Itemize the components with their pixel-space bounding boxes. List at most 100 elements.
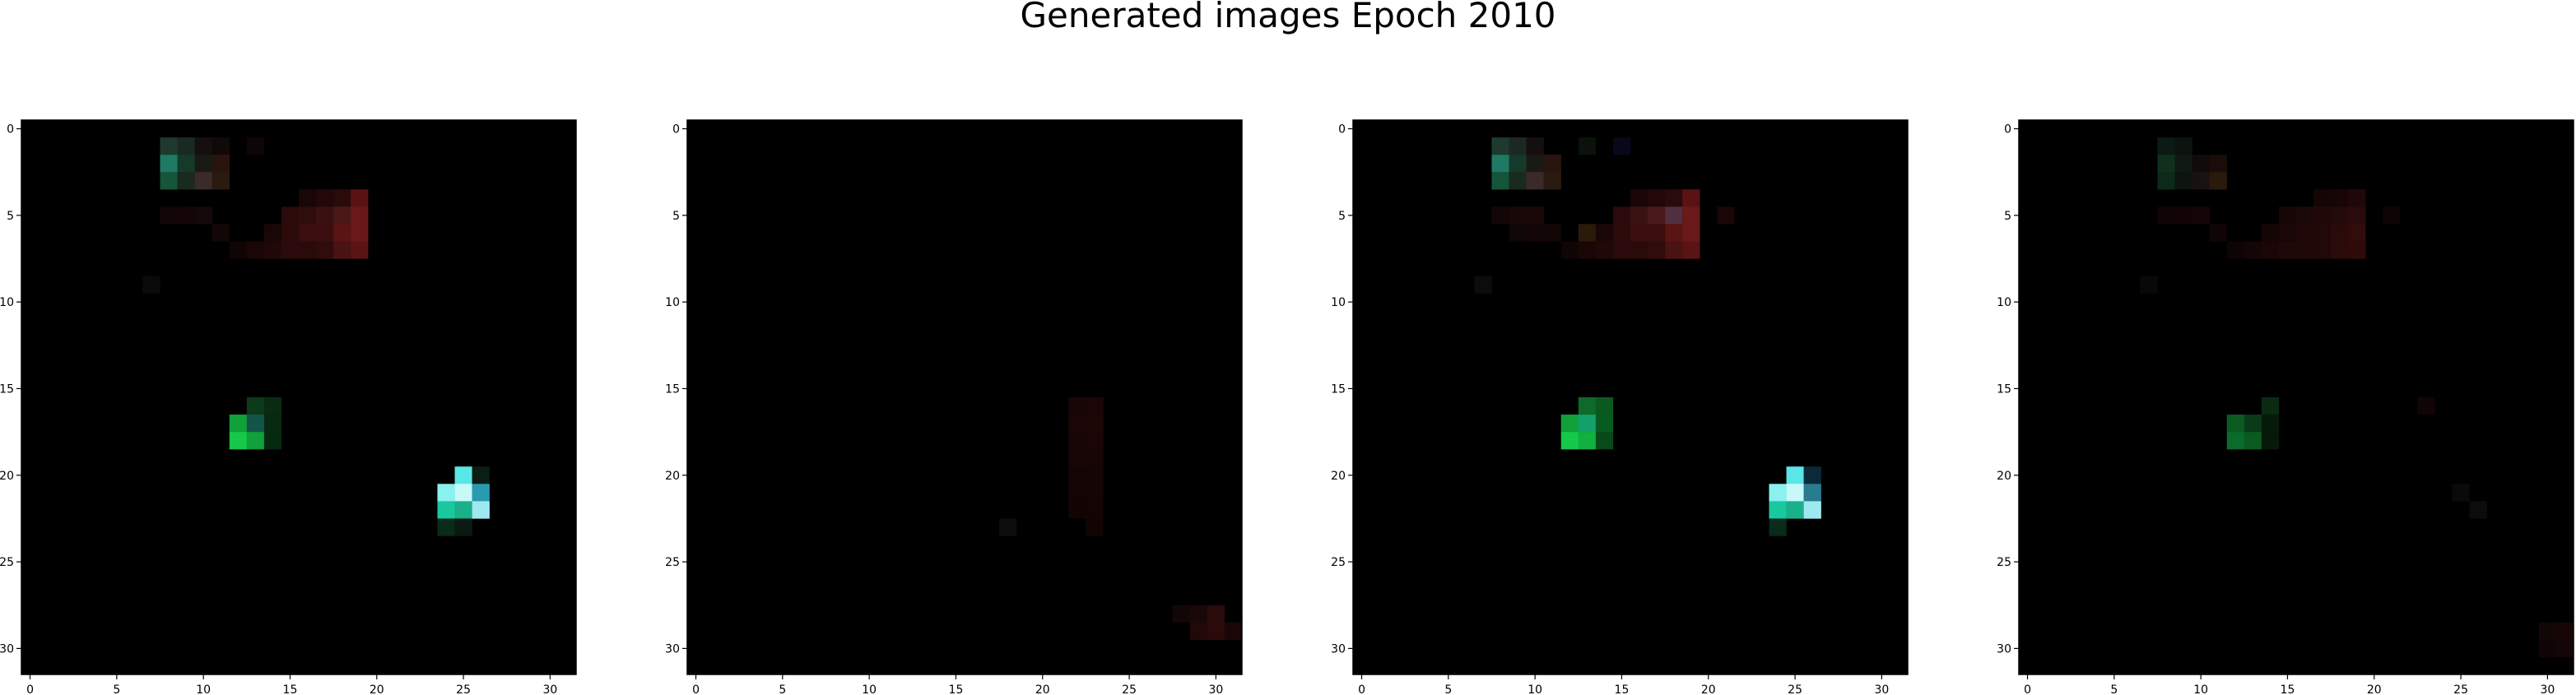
image-pixel [1068,415,1086,432]
image-pixel [455,484,472,501]
image-pixel [1527,224,1544,241]
image-pixel [2227,415,2244,432]
image-pixel [1492,155,1509,172]
image-pixel [1787,501,1804,518]
image-pixel [1596,432,1613,449]
x-tick-label: 5 [113,683,120,695]
image-pixel [142,276,160,294]
image-pixel [247,241,264,258]
image-pixel [1682,241,1700,258]
image-pixel [1561,415,1579,432]
image-pixel [264,415,281,432]
image-pixel [2158,172,2175,189]
image-pixel [2313,189,2331,206]
image-pixel [2192,155,2210,172]
image-pixel [1086,397,1103,415]
image-pixel [438,484,455,501]
image-pixel [2262,432,2279,449]
image-pixel [2175,155,2192,172]
image-pixel [1579,137,1596,155]
image-pixel [1579,415,1596,432]
image-pixel [472,466,490,484]
panel-4: 0 5 10 15 20 25 30 0 5 10 15 20 25 30 [1997,120,2574,695]
panel-background [687,120,1242,674]
image-pixel [333,189,351,206]
image-pixel [2296,224,2313,241]
y-tick-label: 15 [0,382,14,396]
image-pixel [1630,224,1648,241]
image-pixel [1769,501,1787,518]
image-pixel [472,501,490,518]
image-pixel [1630,206,1648,224]
x-tick-label: 10 [1527,683,1542,695]
image-pixel [2175,172,2192,189]
y-tick-label: 20 [1997,470,2011,483]
y-tick-label: 25 [665,556,680,569]
image-pixel [2348,224,2365,241]
image-pixel [160,172,178,189]
image-pixel [160,155,178,172]
image-pixel [2262,241,2279,258]
y-tick-label: 30 [665,642,680,656]
image-pixel [2331,206,2348,224]
image-pixel [1613,137,1630,155]
image-pixel [2210,155,2227,172]
image-pixel [230,415,247,432]
image-pixel [333,206,351,224]
y-tick-label: 30 [1997,642,2011,656]
image-pixel [1630,241,1648,258]
image-pixel [1665,189,1682,206]
y-tick-label: 5 [672,210,680,223]
image-pixel [2470,501,2487,518]
image-pixel [1474,276,1491,294]
image-pixel [1068,449,1086,466]
image-pixel [195,172,212,189]
image-pixel [1492,172,1509,189]
x-tick-label: 15 [1615,683,1630,695]
image-pixel [195,137,212,155]
image-pixel [351,224,368,241]
x-tick-label: 0 [1358,683,1365,695]
image-pixel [438,501,455,518]
image-pixel [1207,623,1225,640]
image-pixel [1527,172,1544,189]
image-pixel [1086,466,1103,484]
image-pixel [999,518,1016,535]
image-pixel [1630,189,1648,206]
y-tick-label: 0 [7,123,14,137]
y-tick-label: 5 [1338,210,1346,223]
x-tick-label: 15 [283,683,298,695]
image-pixel [1561,241,1579,258]
image-pixel [1492,137,1509,155]
image-pixel [2158,155,2175,172]
image-pixel [1086,449,1103,466]
x-tick-label: 30 [2540,683,2555,695]
image-pixel [2227,432,2244,449]
image-pixel [1596,241,1613,258]
image-pixel [1527,137,1544,155]
image-pixel [195,206,212,224]
image-pixel [1804,501,1821,518]
image-pixel [2348,189,2365,206]
image-pixel [2262,415,2279,432]
image-pixel [2210,224,2227,241]
image-pixel [1509,224,1527,241]
x-tick-label: 25 [1788,683,1802,695]
image-pixel [281,206,299,224]
panel-background [2019,120,2574,674]
image-pixel [1579,397,1596,415]
image-pixel [2279,224,2296,241]
panel-1: 0 5 10 15 20 25 30051015202530 [0,120,576,695]
image-pixel [1648,189,1665,206]
image-pixel [1190,605,1207,623]
image-pixel [299,189,316,206]
image-pixel [299,241,316,258]
image-pixel [2313,206,2331,224]
image-pixel [1068,397,1086,415]
image-pixel [1613,206,1630,224]
image-pixel [455,466,472,484]
image-pixel [316,224,333,241]
x-tick-label: 5 [1444,683,1452,695]
image-pixel [160,206,178,224]
image-pixel [230,241,247,258]
